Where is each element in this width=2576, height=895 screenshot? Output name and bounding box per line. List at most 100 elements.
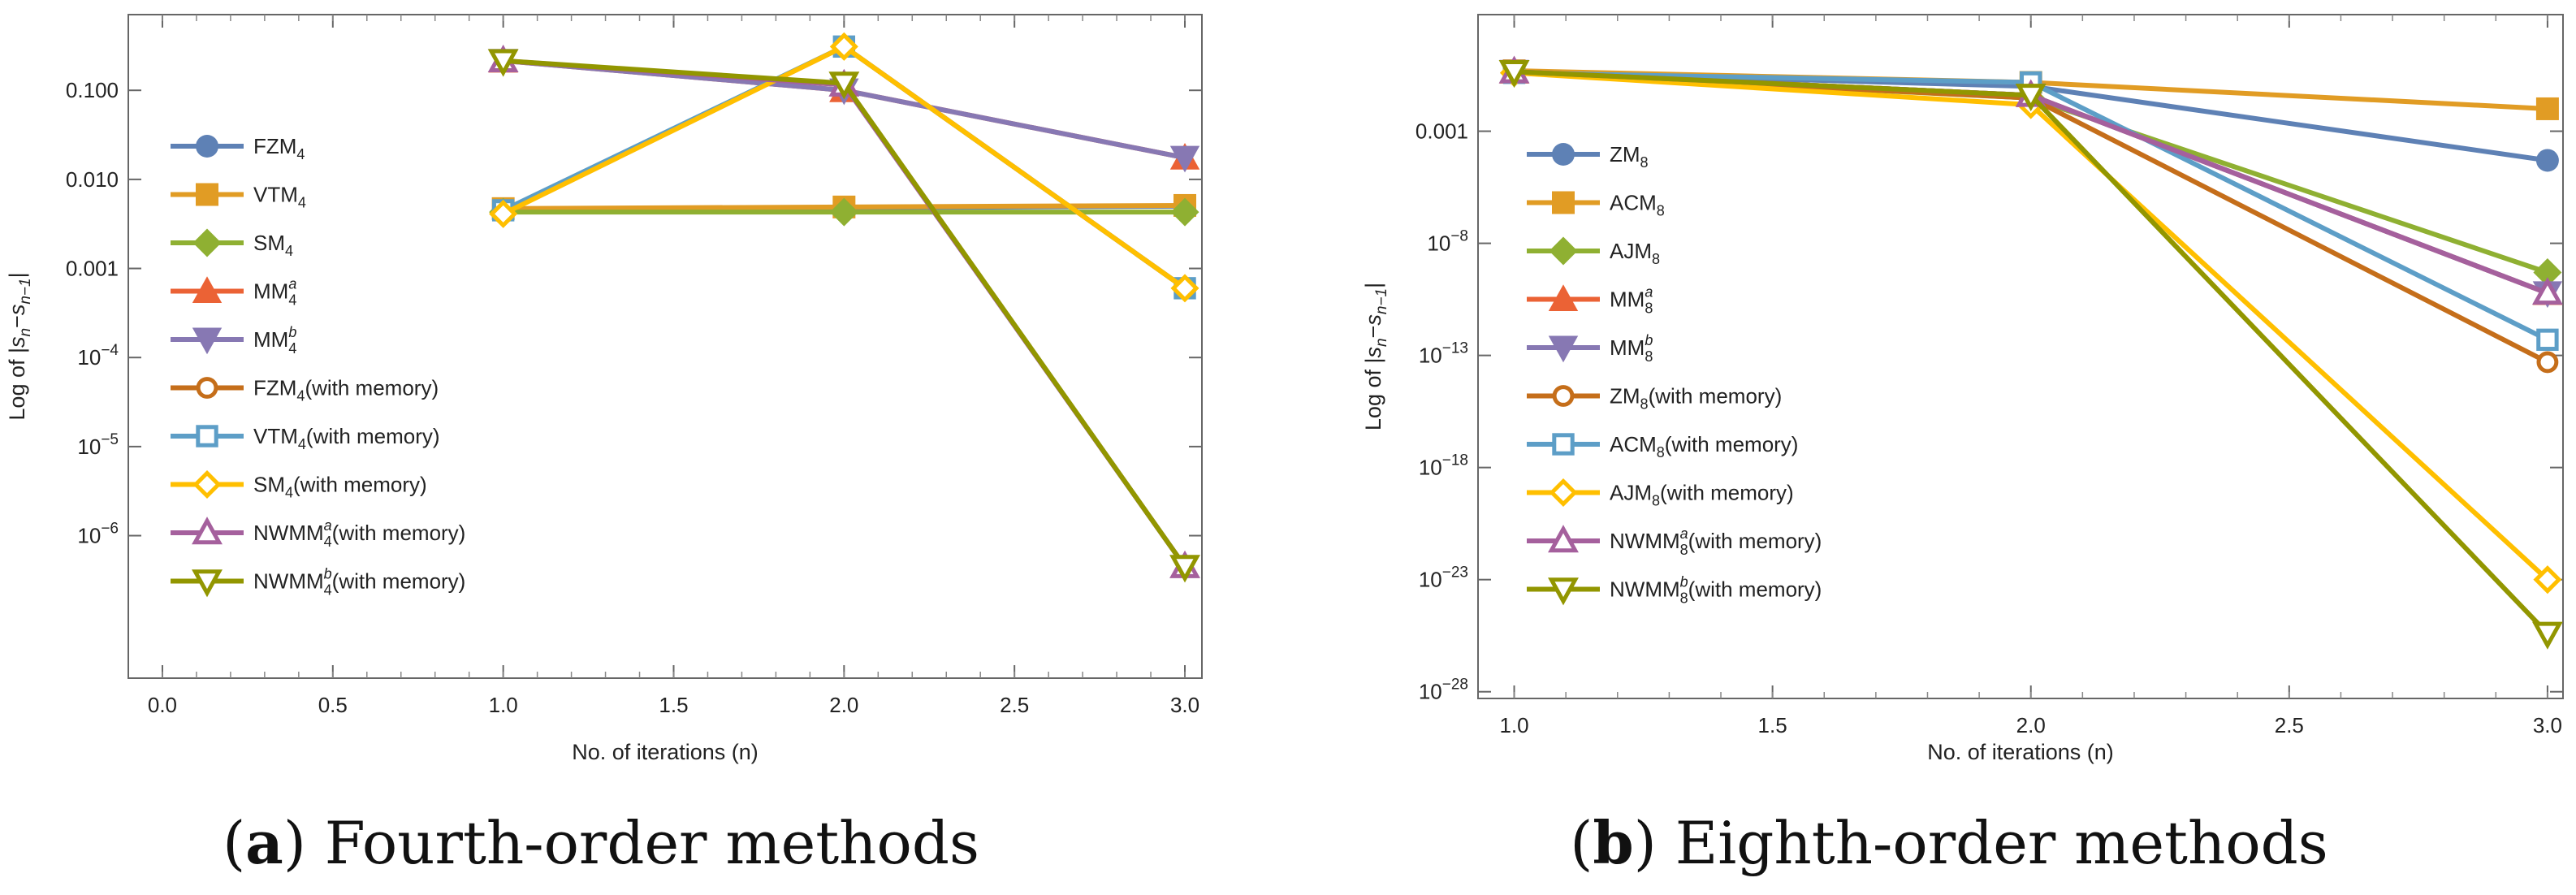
data-point (1170, 197, 1199, 227)
legend-marker (192, 569, 223, 598)
panel-b-chart: 1.0 1.5 2.0 2.5 3.0 0.001 10−8 10−13 10−18 10−23 1… (1361, 14, 2564, 764)
y-tick-label: 10−23 (1419, 564, 1468, 592)
legend-entry: FZM4 (171, 134, 305, 162)
x-tick-label: 2.5 (2275, 713, 2304, 737)
legend-label: VTM4 (253, 183, 306, 211)
legend-marker (1552, 191, 1575, 214)
legend-label: ACM8(with memory) (1610, 432, 1798, 460)
panel-b-letter: b (1593, 808, 1634, 877)
legend-marker (1549, 236, 1578, 266)
legend-label: NWMMb 8(with memory) (1610, 574, 1822, 607)
legend-entry: VTM4(with memory) (171, 424, 440, 452)
panel-a-chart: 0.0 0.5 1.0 1.5 2.0 2.5 3.0 0.100 0.010 0.001 10−4… (5, 14, 1203, 764)
series-sm4-wm (489, 32, 1199, 303)
x-tick-label: 0.5 (318, 693, 348, 717)
legend-entry: SM4(with memory) (171, 469, 427, 501)
y-tick-label: 0.100 (66, 78, 119, 102)
panel-b-caption-text: Eighth-order methods (1675, 809, 2328, 877)
legend-marker (192, 469, 222, 499)
data-point (828, 71, 860, 100)
x-tick-label: 3.0 (1170, 693, 1199, 717)
legend-marker (1552, 143, 1575, 166)
legend-marker (196, 183, 218, 206)
legend-label: FZM4(with memory) (253, 376, 439, 404)
legend-marker (196, 425, 218, 448)
legend-entry: ZM8(with memory) (1527, 384, 1782, 413)
data-point (1498, 60, 1530, 89)
x-tick-label: 2.5 (1000, 693, 1029, 717)
data-point (2015, 84, 2047, 112)
legend-label: MMb 4 (253, 324, 296, 357)
legend-marker (192, 276, 223, 304)
x-tick-label: 1.5 (1758, 713, 1787, 737)
data-point (1170, 274, 1199, 303)
legend-marker (1549, 478, 1578, 508)
legend-label: ZM8 (1610, 142, 1649, 171)
data-point (2535, 149, 2559, 172)
y-tick-label: 10−28 (1419, 677, 1468, 704)
y-axis-label: Log of |sn−sn−1| (1361, 283, 1390, 430)
legend-entry: NWMMa 4(with memory) (171, 517, 465, 550)
x-tick-label: 2.0 (829, 693, 858, 717)
legend-marker (1548, 335, 1579, 363)
legend-entry: MMa 8 (1527, 284, 1653, 317)
data-point (1169, 145, 1200, 173)
y-axis-label: Log of |sn−sn−1| (5, 272, 34, 420)
x-tick-label: 0.0 (148, 693, 177, 717)
legend-label: FZM4 (253, 134, 305, 162)
x-tick-label: 1.0 (489, 693, 518, 717)
y-tick-label: 0.010 (66, 167, 119, 192)
legend-marker (192, 327, 223, 355)
data-point (2535, 97, 2559, 120)
legend-marker (192, 517, 223, 545)
panel-a-letter: a (245, 808, 283, 877)
data-point (2531, 277, 2563, 305)
legend-entry: ACM8(with memory) (1527, 432, 1798, 460)
legend-entry: MMa 4 (171, 276, 296, 309)
legend-label: MMa 4 (253, 276, 296, 309)
legend-marker (1552, 433, 1575, 456)
legend-marker (1548, 284, 1579, 312)
legend-marker (196, 135, 218, 158)
plot-frame (1477, 14, 2564, 699)
panel-a-caption-text: Fourth-order methods (324, 809, 979, 877)
data-point (829, 197, 858, 227)
data-point (489, 199, 518, 228)
legend-entry: ZM8 (1527, 142, 1649, 171)
legend-label: MMb 8 (1610, 332, 1653, 365)
legend-marker (1548, 577, 1579, 606)
legend-marker (196, 377, 218, 399)
panel-b-caption: (b) Eighth-order methods (1570, 808, 2328, 877)
data-point (2533, 258, 2562, 288)
legend-label: ACM8 (1610, 191, 1665, 219)
legend-label: SM4 (253, 231, 293, 259)
series-nwmm4b-wm (487, 49, 1200, 583)
legend-label: ZM8(with memory) (1610, 384, 1782, 413)
series-nwmm8b-wm (1498, 60, 2563, 650)
x-tick-label: 1.0 (1499, 713, 1528, 737)
legend-entry: MMb 4 (171, 324, 296, 357)
legend-label: AJM8 (1610, 239, 1660, 267)
y-tick-label: 10−13 (1419, 340, 1468, 368)
x-tick-label: 2.0 (2016, 713, 2046, 737)
legend-marker (192, 228, 222, 257)
y-tick-label: 0.001 (1416, 119, 1468, 144)
y-tick-label: 10−5 (77, 431, 119, 459)
legend-entry: ACM8 (1527, 191, 1665, 219)
y-tick-label: 10−8 (1427, 228, 1468, 256)
data-point (487, 49, 519, 77)
legend-entry: SM4 (171, 228, 293, 259)
legend-entry: MMb 8 (1527, 332, 1653, 365)
legend-entry: NWMMa 8(with memory) (1527, 525, 1822, 558)
panel-a-caption: (a) Fourth-order methods (223, 808, 979, 877)
legend-entry: NWMMb 8(with memory) (1527, 574, 1822, 607)
y-tick-label: 10−6 (77, 521, 119, 548)
legend-label: VTM4(with memory) (253, 424, 440, 452)
legend-entry: NWMMb 4(with memory) (171, 566, 465, 599)
data-point (1169, 555, 1200, 583)
x-tick-label: 3.0 (2533, 713, 2562, 737)
y-tick-label: 10−4 (77, 342, 119, 370)
legend-entry: AJM8(with memory) (1527, 478, 1794, 509)
legend-marker (1552, 385, 1575, 407)
legend-marker (1548, 525, 1579, 553)
